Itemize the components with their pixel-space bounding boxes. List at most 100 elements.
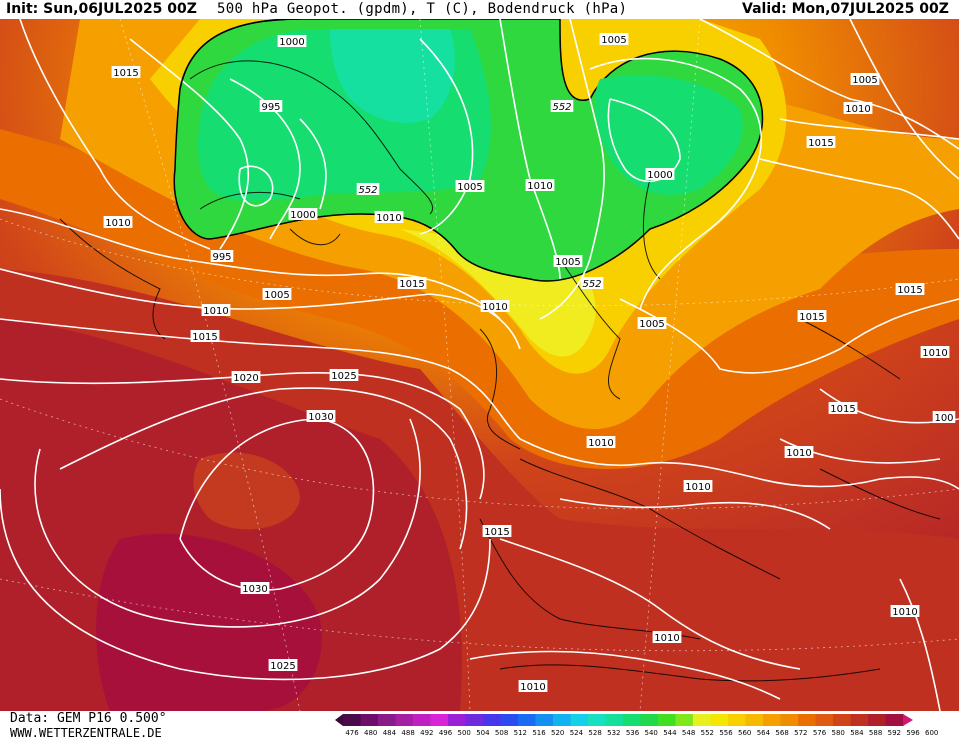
isobar-1015-ne-bg	[806, 136, 836, 148]
isobar-100-edge-bg	[932, 411, 956, 423]
isobar-1000-denmark-bg	[288, 208, 318, 220]
colorbar-tick-label: 476	[345, 729, 359, 737]
isobar-1010-africa-label: 1010	[520, 682, 545, 693]
isobar-1010-nsea2-label: 1010	[482, 302, 507, 313]
isobar-1030-south-label: 1030	[242, 584, 267, 595]
isobar-1025-atlantic-bg	[329, 369, 359, 381]
colorbar-tick-label: 564	[756, 729, 771, 737]
isobar-1010-ne-bg	[843, 102, 873, 114]
colorbar-tick-label: 516	[532, 729, 546, 737]
isobar-1015-atlantic-label: 1015	[399, 279, 424, 290]
colorbar-segment	[343, 714, 361, 726]
colorbar-segment	[413, 714, 431, 726]
colorbar-segment	[605, 714, 624, 726]
isobar-1005-atlantic-label: 1005	[264, 290, 289, 301]
colorbar-tick-label: 512	[513, 729, 527, 737]
colorbar-segment	[710, 714, 729, 726]
gph-552-skagerrak-bg	[580, 277, 604, 289]
isobar-1010-africa-bg	[518, 680, 548, 692]
isobar-1010-iceland-label: 1010	[527, 181, 552, 192]
isobar-1005-baltic-label: 1005	[555, 257, 580, 268]
isobar-1010-turkey-bg	[890, 605, 920, 617]
colorbar-tick-label: 576	[812, 729, 827, 737]
isobar-995-labrador-bg	[210, 250, 234, 262]
isobar-1010-alps-bg	[683, 480, 713, 492]
gph-552-iceland-label: 552	[358, 185, 377, 196]
colorbar-tick-label: 596	[906, 729, 920, 737]
colorbar-tick-label: 496	[438, 729, 453, 737]
isobar-995-greenland-bg	[259, 100, 283, 112]
colorbar-segment	[395, 714, 414, 726]
isobar-1005-scand-bg	[455, 180, 485, 192]
isobar-1005-baltic-bg	[553, 255, 583, 267]
colorbar-tick-label: 480	[364, 729, 378, 737]
colorbar-segment	[728, 714, 746, 726]
data-source-label: Data: GEM P16 0.500°	[10, 711, 167, 726]
isobar-1010-med-label: 1010	[654, 633, 679, 644]
colorbar-tick-label: 536	[625, 729, 640, 737]
isobar-1010-west-label: 1010	[105, 218, 130, 229]
isobar-1015-russia2-label: 1015	[799, 312, 824, 323]
isobar-1000-greenland-bg	[277, 35, 307, 47]
isobar-1025-atlantic-label: 1025	[331, 371, 356, 382]
colorbar-tick-label: 584	[850, 729, 864, 737]
isobar-1030-azores-bg	[306, 410, 336, 422]
colorbar-segment	[868, 714, 886, 726]
isobar-1025-south-label: 1025	[270, 661, 295, 672]
isobar-1020-atlantic-label: 1020	[233, 373, 258, 384]
colorbar-arrow-left	[335, 714, 343, 726]
gph-552-skagerrak-label: 552	[582, 279, 601, 290]
isobar-1000-nsea-label: 1000	[647, 170, 672, 181]
isobar-1005-iceland-bg	[850, 73, 880, 85]
isobar-1010-atl2-label: 1010	[203, 306, 228, 317]
field-azores-core	[193, 452, 300, 530]
colorbar-segment	[430, 714, 449, 726]
isobar-1005-poland-bg	[637, 317, 667, 329]
isobar-1010-turkey-label: 1010	[892, 607, 917, 618]
colorbar-segment	[745, 714, 764, 726]
isobar-1015-biscay-bg	[482, 525, 512, 537]
colorbar-tick-label: 528	[588, 729, 602, 737]
colorbar-segment	[448, 714, 466, 726]
isobar-1010-west-bg	[103, 216, 133, 228]
colorbar-tick-label: 552	[700, 729, 714, 737]
colorbar-segment	[518, 714, 536, 726]
colorbar-segment	[623, 714, 641, 726]
isobar-1010-balkans-label: 1010	[786, 448, 811, 459]
colorbar-tick-label: 568	[775, 729, 789, 737]
isobar-1010-east-label: 1010	[922, 348, 947, 359]
isobar-1030-azores-label: 1030	[308, 412, 333, 423]
colorbar-tick-label: 524	[569, 729, 584, 737]
isobar-995-greenland-label: 995	[261, 102, 280, 113]
graticule	[0, 19, 959, 711]
colorbar-segment	[465, 714, 484, 726]
isobar-1025-south-bg	[268, 659, 298, 671]
init-time: Init: Sun,06JUL2025 00Z	[6, 1, 197, 17]
isobar-1010-france-bg	[586, 436, 616, 448]
colorbar-segment	[850, 714, 869, 726]
colorbar-segment	[553, 714, 571, 726]
colorbar-tick-label: 492	[420, 729, 434, 737]
isobar-1015-nw-label: 1015	[113, 68, 138, 79]
colorbar-tick-label: 580	[831, 729, 845, 737]
colorbar-tick-label: 488	[401, 729, 415, 737]
colorbar-tick-label: 572	[794, 729, 808, 737]
colorbar-segment	[588, 714, 606, 726]
colorbar-segment	[500, 714, 519, 726]
isobar-1005-top-bg	[599, 33, 629, 45]
colorbar-segment	[658, 714, 676, 726]
isobar-1020-atlantic-bg	[231, 371, 261, 383]
colorbar-segment	[360, 714, 379, 726]
isobar-1030-south-bg	[240, 582, 270, 594]
colorbar-segment	[483, 714, 501, 726]
colorbar-segment	[815, 714, 834, 726]
colorbar	[335, 714, 913, 726]
isobar-1010-alps-label: 1010	[685, 482, 710, 493]
isobar-1015-ukraine-label: 1015	[830, 404, 855, 415]
isobar-1015-nw-bg	[111, 66, 141, 78]
colorbar-tick-label: 544	[663, 729, 677, 737]
isobar-1005-scand-label: 1005	[457, 182, 482, 193]
isobar-1015-ne-label: 1015	[808, 138, 833, 149]
isobar-1015-russia-label: 1015	[897, 285, 922, 296]
colorbar-segment	[798, 714, 816, 726]
